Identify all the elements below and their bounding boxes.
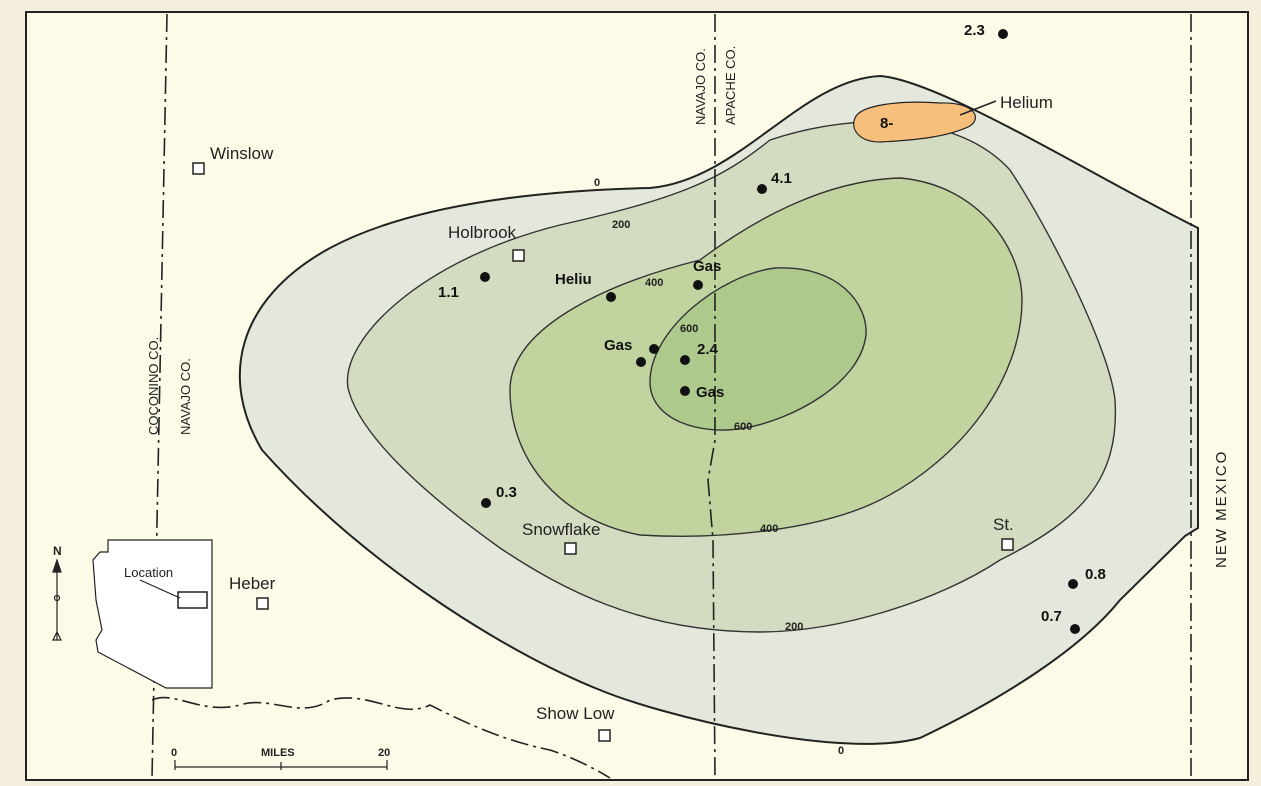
well-markers <box>480 29 1080 634</box>
contour-label-200-north: 200 <box>612 219 630 231</box>
well-label: 1.1 <box>438 284 459 301</box>
town-label-snowflake: Snowflake <box>522 520 600 539</box>
boundary-lines <box>151 13 1192 779</box>
town-label-heber: Heber <box>229 574 276 593</box>
well-dot <box>998 29 1008 39</box>
scale-title: MILES <box>261 747 295 759</box>
navajo-apache-boundary <box>707 14 716 779</box>
scale-bar: 0 MILES 20 <box>171 747 390 770</box>
state-label-new-mexico: NEW MEXICO <box>1213 450 1230 568</box>
well-label: 0.8 <box>1085 566 1106 583</box>
well-label: 4.1 <box>771 170 792 187</box>
well-label: Gas <box>693 258 721 275</box>
mogollon-rim-boundary <box>151 696 611 779</box>
contour-zone-600 <box>649 267 867 431</box>
well-label: Heliu <box>555 271 592 288</box>
contour-label-400-north: 400 <box>645 277 663 289</box>
state-label-text: NEW MEXICO <box>1213 450 1230 568</box>
well-dot <box>481 498 491 508</box>
well-dot <box>649 344 659 354</box>
well-dot <box>680 386 690 396</box>
town-marker <box>564 542 577 555</box>
contour-label-600-north: 600 <box>680 323 698 335</box>
contour-label-0-south: 0 <box>838 745 844 757</box>
location-leader <box>139 579 181 599</box>
county-label-apache: APACHE CO. <box>723 46 738 125</box>
location-box <box>177 591 208 609</box>
well-dot <box>636 357 646 367</box>
town-label-st: St. <box>993 515 1014 534</box>
town-label-show-low: Show Low <box>536 704 615 723</box>
well-dot <box>757 184 767 194</box>
well-dot <box>1068 579 1078 589</box>
contour-label-0-north: 0 <box>594 177 600 189</box>
town-marker <box>512 249 525 262</box>
well-dot <box>693 280 703 290</box>
scale-start-label: 0 <box>171 747 177 759</box>
north-arrow-icon <box>52 558 62 641</box>
town-marker <box>598 729 611 742</box>
contour-label-400-south: 400 <box>760 523 778 535</box>
helium-area <box>853 101 976 143</box>
town-label-winslow: Winslow <box>210 144 274 163</box>
location-label: Location <box>124 565 173 580</box>
well-dot <box>1070 624 1080 634</box>
contour-label-200-south: 200 <box>785 621 803 633</box>
contour-label-600-south: 600 <box>734 421 752 433</box>
well-label: 0.3 <box>496 484 517 501</box>
well-label: 0.7 <box>1041 608 1062 625</box>
helium-label: Helium <box>1000 93 1053 112</box>
scale-end-label: 20 <box>378 747 390 759</box>
well-label: Gas <box>604 337 632 354</box>
helium-value-label: 8- <box>880 115 893 132</box>
town-marker <box>192 162 205 175</box>
location-inset: Location N <box>52 539 213 689</box>
well-dot <box>480 272 490 282</box>
helium-leader-line <box>959 100 997 116</box>
well-dot <box>606 292 616 302</box>
county-label-coconino: COCONINO CO. <box>146 337 161 435</box>
well-label: 2.4 <box>697 341 719 358</box>
county-label-navajo-west: NAVAJO CO. <box>178 358 193 435</box>
town-marker <box>1001 538 1014 551</box>
well-dot <box>680 355 690 365</box>
north-label: N <box>53 544 62 558</box>
arizona-outline <box>92 539 213 689</box>
town-label-holbrook: Holbrook <box>448 223 517 242</box>
county-label-navajo-east: NAVAJO CO. <box>693 48 708 125</box>
town-markers <box>192 162 1014 742</box>
town-marker <box>256 597 269 610</box>
well-label: Gas <box>696 384 724 401</box>
well-label: 2.3 <box>964 22 985 39</box>
